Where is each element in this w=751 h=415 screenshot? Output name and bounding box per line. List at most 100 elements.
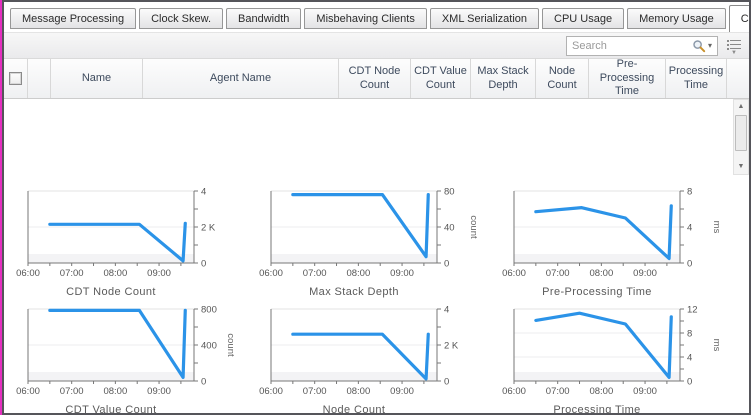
svg-text:800: 800 [201,305,217,316]
svg-text:08:00: 08:00 [346,386,370,397]
grid-header-row: Name Agent Name CDT Node Count CDT Value Co… [4,58,749,99]
search-input[interactable] [567,39,692,52]
svg-text:09:00: 09:00 [147,268,171,279]
chart-title: Pre-Processing Time [542,286,652,298]
chart-max-stack-depth-plot: 06:00 07:00 08:00 09:00 0 40 80 count Max Stack … [259,187,479,299]
tab-xml-serialization[interactable]: XML Serialization [429,8,540,29]
chart-cdt-value-count-plot: 06:00 07:00 08:00 09:00 0 400 800 count CDT Valu… [16,305,236,415]
svg-text:0: 0 [687,259,692,270]
svg-text:07:00: 07:00 [303,268,327,279]
svg-text:08:00: 08:00 [103,386,127,397]
svg-text:4: 4 [687,223,692,234]
svg-text:4: 4 [444,305,449,316]
svg-text:08:00: 08:00 [103,268,127,279]
column-header-max-stack-depth[interactable]: Max Stack Depth [471,59,536,98]
svg-text:0: 0 [444,377,449,388]
chart-cdt-node-count: 06:00 07:00 08:00 09:00 0 2 K 4 CDT Node Count [8,185,251,303]
chart-processing-time-plot: 06:00 07:00 08:00 09:00 0 4 8 12 ms Processing Ti… [502,305,722,415]
chart-title: CDT Value Count [65,404,156,415]
column-header-agent-name[interactable]: Agent Name [143,59,339,98]
svg-text:09:00: 09:00 [633,268,657,279]
svg-text:07:00: 07:00 [546,386,570,397]
search-icon[interactable] [692,39,706,53]
color-column-header [28,59,51,98]
chart-title: Max Stack Depth [309,286,399,298]
charts-grid: 06:00 07:00 08:00 09:00 0 2 K 4 CDT Node Count 0… [4,176,749,415]
grid-body: ▲ ▼ [4,99,749,176]
svg-text:06:00: 06:00 [16,386,40,397]
tab-bar: Message Processing Clock Skew. Bandwidth Mi… [4,2,749,32]
tab-clock-skew[interactable]: Clock Skew. [139,8,224,29]
select-all-cell [4,59,28,98]
search-options-chevron-icon[interactable]: ▾ [707,41,712,50]
tab-misbehaving-clients[interactable]: Misbehaving Clients [304,8,427,29]
svg-text:08:00: 08:00 [589,386,613,397]
header-filler [727,59,749,98]
svg-text:06:00: 06:00 [259,268,283,279]
chart-processing-time: 06:00 07:00 08:00 09:00 0 4 8 12 ms Processing Ti… [494,303,737,415]
svg-text:08:00: 08:00 [589,268,613,279]
svg-text:07:00: 07:00 [60,386,84,397]
scrollbar-thumb[interactable] [735,115,747,151]
column-header-processing-time[interactable]: Processing Time [666,59,727,98]
svg-text:07:00: 07:00 [60,268,84,279]
chart-node-count-plot: 06:00 07:00 08:00 09:00 0 2 K 4 Node Count [259,305,459,415]
svg-text:ms: ms [711,339,722,352]
svg-text:0: 0 [687,377,692,388]
chart-pre-processing-time: 06:00 07:00 08:00 09:00 0 4 8 ms Pre-Processing … [494,185,737,303]
svg-text:06:00: 06:00 [16,268,40,279]
chart-max-stack-depth: 06:00 07:00 08:00 09:00 0 40 80 count Max Stack … [251,185,494,303]
column-header-cdt-node-count[interactable]: CDT Node Count [339,59,411,98]
svg-text:09:00: 09:00 [390,268,414,279]
tab-cdt-submission[interactable]: CDT Submission [728,5,749,32]
column-header-node-count[interactable]: Node Count [536,59,589,98]
toolbar: ▾ ▼ [4,32,749,59]
svg-text:4: 4 [201,187,206,198]
chart-cdt-value-count: 06:00 07:00 08:00 09:00 0 400 800 count CDT Valu… [8,303,251,415]
svg-text:0: 0 [201,259,206,270]
svg-text:2 K: 2 K [201,223,216,234]
svg-text:08:00: 08:00 [346,268,370,279]
svg-text:80: 80 [444,187,455,198]
svg-text:07:00: 07:00 [546,268,570,279]
svg-text:count: count [225,333,236,357]
svg-text:09:00: 09:00 [633,386,657,397]
svg-text:12: 12 [687,305,698,316]
scrollbar-track[interactable] [734,114,748,160]
svg-text:0: 0 [444,259,449,270]
svg-text:ms: ms [711,221,722,234]
chart-node-count: 06:00 07:00 08:00 09:00 0 2 K 4 Node Count [251,303,494,415]
tab-cpu-usage[interactable]: CPU Usage [542,8,625,29]
column-chooser-icon[interactable]: ▼ [725,38,743,56]
column-header-cdt-value-count[interactable]: CDT Value Count [411,59,471,98]
tab-message-processing[interactable]: Message Processing [10,8,137,29]
scroll-down-icon[interactable]: ▼ [737,163,745,170]
data-grid: Name Agent Name CDT Node Count CDT Value Co… [4,58,749,176]
column-header-pre-processing-time[interactable]: Pre-Processing Time [589,58,666,98]
chart-pre-processing-time-plot: 06:00 07:00 08:00 09:00 0 4 8 ms Pre-Processing … [502,187,722,299]
svg-text:09:00: 09:00 [390,386,414,397]
chart-title: Node Count [323,404,386,415]
tab-bandwidth[interactable]: Bandwidth [226,8,302,29]
svg-text:06:00: 06:00 [502,268,526,279]
search-box: ▾ [566,35,718,56]
chart-cdt-node-count-plot: 06:00 07:00 08:00 09:00 0 2 K 4 CDT Node Count [16,187,216,299]
select-all-checkbox[interactable] [9,72,22,85]
svg-text:0: 0 [201,377,206,388]
chart-title: CDT Node Count [66,286,156,298]
svg-text:40: 40 [444,223,455,234]
svg-text:09:00: 09:00 [147,386,171,397]
vertical-scrollbar[interactable]: ▲ ▼ [733,99,749,175]
svg-text:06:00: 06:00 [259,386,283,397]
chart-title: Processing Time [553,404,640,415]
svg-text:06:00: 06:00 [502,386,526,397]
svg-text:8: 8 [687,329,692,340]
svg-text:400: 400 [201,341,217,352]
tab-memory-usage[interactable]: Memory Usage [627,8,726,29]
scroll-up-icon[interactable]: ▲ [737,103,745,110]
column-header-name[interactable]: Name [51,59,143,98]
svg-text:count: count [468,215,479,239]
svg-text:07:00: 07:00 [303,386,327,397]
